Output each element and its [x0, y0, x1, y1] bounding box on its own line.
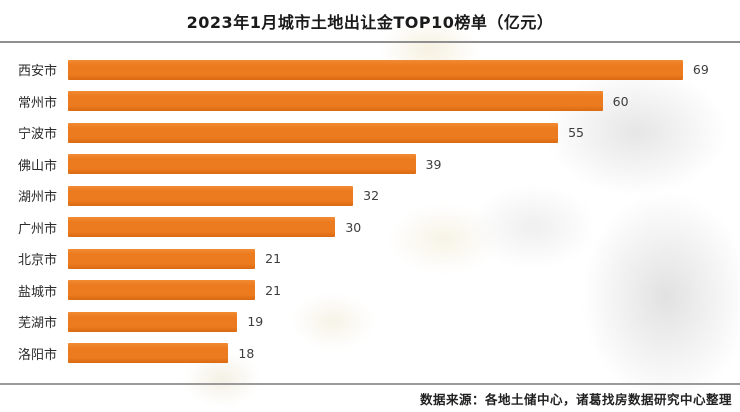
- value-label: 39: [425, 156, 442, 172]
- bar-track: 21: [68, 275, 740, 307]
- bar-row: 广州市 30: [0, 212, 740, 244]
- category-label: 盐城市: [17, 284, 57, 300]
- value-label: 21: [265, 282, 282, 298]
- bar-track: 60: [68, 86, 740, 118]
- bar-row: 佛山市 39: [0, 149, 740, 181]
- bar-row: 常州市 60: [0, 86, 740, 118]
- value-label: 30: [345, 219, 362, 235]
- bar-track: 30: [68, 212, 740, 244]
- category-label: 常州市: [17, 95, 57, 111]
- category-label: 芜湖市: [17, 316, 57, 332]
- bar: [68, 122, 559, 143]
- chart-header: 2023年1月城市土地出让金TOP10榜单（亿元）: [0, 0, 740, 43]
- bar: [68, 311, 238, 332]
- value-label: 55: [568, 125, 585, 141]
- chart-footer: 数据来源：各地土储中心，诸葛找房数据研究中心整理: [0, 383, 740, 412]
- category-label: 广州市: [17, 221, 57, 237]
- bar: [68, 91, 603, 112]
- bar-chart: 西安市 69 常州市 60 宁波市 55 佛山市 39 湖州市: [0, 43, 740, 381]
- category-label: 西安市: [17, 64, 57, 80]
- value-label: 21: [265, 251, 282, 267]
- bar: [68, 343, 229, 364]
- category-label: 洛阳市: [17, 347, 57, 363]
- bar-row: 湖州市 32: [0, 180, 740, 212]
- bar: [68, 217, 336, 238]
- bar-row: 盐城市 21: [0, 275, 740, 307]
- category-label: 北京市: [17, 253, 57, 269]
- category-label: 湖州市: [17, 190, 57, 206]
- bar: [68, 248, 256, 269]
- value-label: 69: [692, 62, 709, 78]
- bar: [68, 280, 256, 301]
- bar-row: 西安市 69: [0, 54, 740, 86]
- bar-row: 芜湖市 19: [0, 306, 740, 338]
- bar-track: 21: [68, 243, 740, 275]
- chart-title: 2023年1月城市土地出让金TOP10榜单（亿元）: [186, 12, 554, 32]
- value-label: 60: [612, 93, 629, 109]
- bar-row: 北京市 21: [0, 243, 740, 275]
- source-note: 数据来源：各地土储中心，诸葛找房数据研究中心整理: [419, 392, 732, 407]
- bar-track: 19: [68, 306, 740, 338]
- bar-row: 宁波市 55: [0, 117, 740, 149]
- category-label: 佛山市: [17, 158, 57, 174]
- value-label: 32: [363, 188, 380, 204]
- bar: [68, 185, 354, 206]
- category-label: 宁波市: [17, 127, 57, 143]
- bar-track: 39: [68, 149, 740, 181]
- bar-row: 洛阳市 18: [0, 338, 740, 370]
- bar: [68, 59, 683, 80]
- bar-track: 18: [68, 338, 740, 370]
- bar-track: 32: [68, 180, 740, 212]
- value-label: 18: [238, 345, 255, 361]
- value-label: 19: [247, 314, 264, 330]
- bar-track: 69: [68, 54, 740, 86]
- bar-track: 55: [68, 117, 740, 149]
- bar: [68, 154, 416, 175]
